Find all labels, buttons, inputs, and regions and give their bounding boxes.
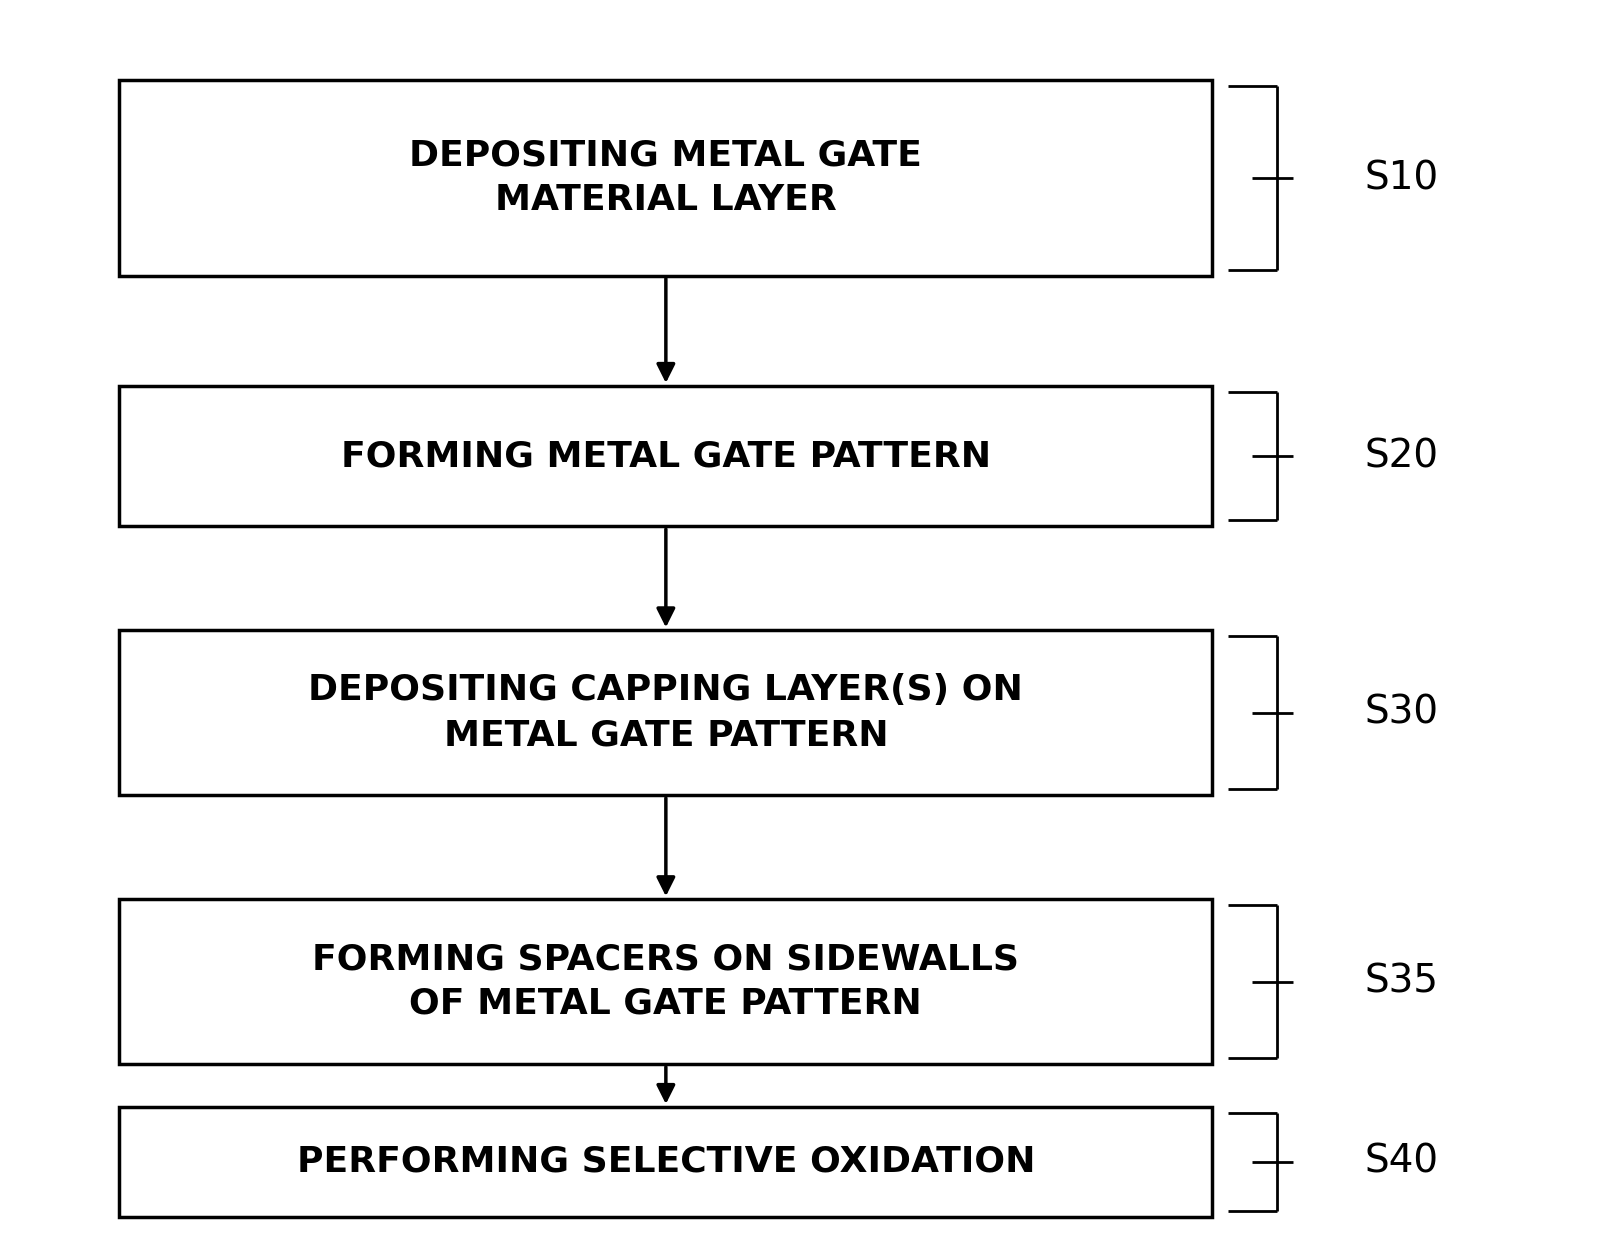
Bar bbox=[120, 1107, 1213, 1216]
Text: PERFORMING SELECTIVE OXIDATION: PERFORMING SELECTIVE OXIDATION bbox=[297, 1145, 1036, 1179]
Bar bbox=[120, 630, 1213, 795]
Text: DEPOSITING CAPPING LAYER(S) ON
METAL GATE PATTERN: DEPOSITING CAPPING LAYER(S) ON METAL GAT… bbox=[308, 674, 1023, 753]
Text: S10: S10 bbox=[1365, 159, 1439, 197]
Bar bbox=[120, 386, 1213, 527]
Text: DEPOSITING METAL GATE
MATERIAL LAYER: DEPOSITING METAL GATE MATERIAL LAYER bbox=[410, 138, 922, 218]
Text: S35: S35 bbox=[1365, 963, 1439, 1001]
Text: FORMING SPACERS ON SIDEWALLS
OF METAL GATE PATTERN: FORMING SPACERS ON SIDEWALLS OF METAL GA… bbox=[313, 942, 1020, 1021]
Bar bbox=[120, 899, 1213, 1064]
Text: FORMING METAL GATE PATTERN: FORMING METAL GATE PATTERN bbox=[340, 439, 990, 473]
Text: S40: S40 bbox=[1365, 1143, 1439, 1180]
Bar bbox=[120, 80, 1213, 276]
Text: S20: S20 bbox=[1365, 438, 1439, 475]
Text: S30: S30 bbox=[1365, 693, 1439, 732]
